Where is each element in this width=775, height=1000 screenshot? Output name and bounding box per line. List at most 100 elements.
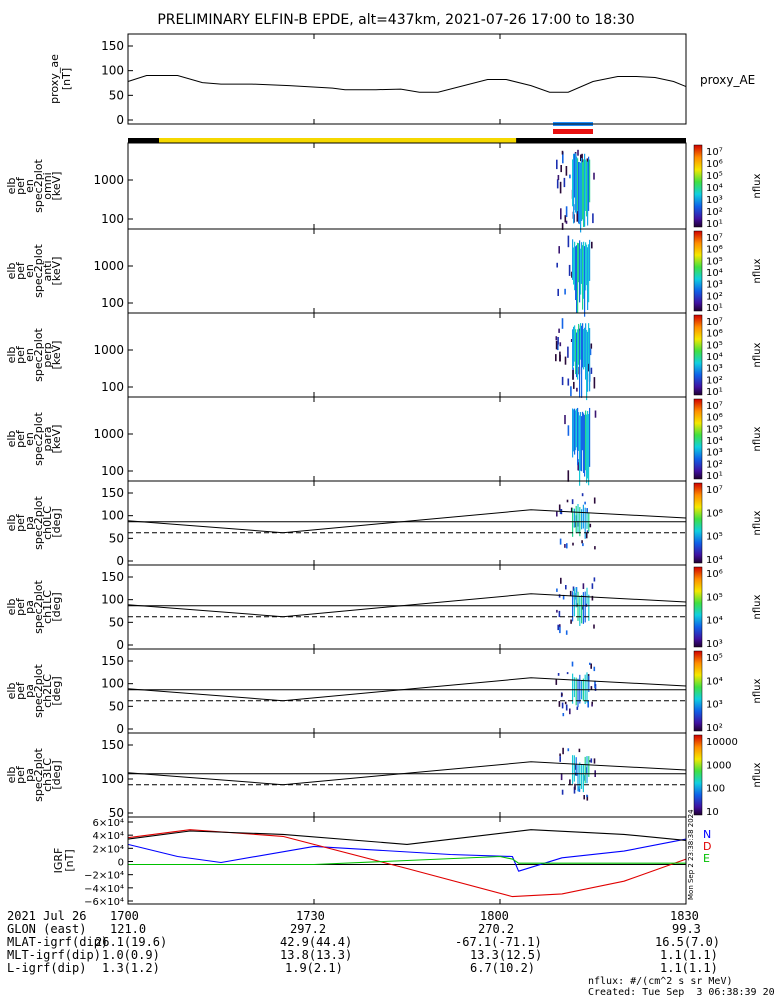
y-axis-label: [nT]: [60, 68, 73, 90]
y-axis-label: elb: [5, 178, 18, 195]
colorbar-tick-label: 10: [706, 807, 719, 818]
y-tick-label: 1000: [93, 427, 124, 441]
spectrogram-core: [586, 672, 588, 703]
colorbar: [693, 650, 703, 732]
colorbar-tick-label: 10³: [706, 280, 723, 291]
colorbar-tick-label: 10⁵: [706, 424, 723, 435]
spectrogram-speck: [565, 220, 568, 224]
spectrogram-speck: [580, 154, 582, 162]
spectrogram-speck: [571, 271, 573, 278]
spectrogram-core: [577, 242, 579, 313]
spectrogram-speck: [594, 546, 596, 550]
spectrogram-core: [582, 504, 584, 529]
spectrogram-speck: [578, 786, 581, 792]
spectrogram-core: [577, 678, 579, 708]
spectrogram-speck: [564, 288, 566, 295]
y-axis-label: pef: [14, 261, 27, 280]
spectrogram-core: [588, 323, 590, 364]
spectrogram-speck: [593, 377, 596, 389]
spectrogram-speck: [555, 354, 557, 362]
spectrogram-core: [583, 329, 585, 370]
spectrogram-speck: [577, 149, 579, 156]
spectrogram-speck: [583, 795, 585, 800]
spectrogram-core: [575, 587, 577, 608]
spectrogram-speck: [593, 624, 595, 629]
y-axis-label: en: [23, 179, 36, 193]
colorbar-tick-label: 10⁵: [706, 340, 723, 351]
spectrogram-core: [574, 153, 576, 198]
y-tick-label: 0: [116, 722, 124, 736]
spectrogram-core: [577, 407, 579, 466]
spectrogram-core: [575, 246, 577, 301]
y-axis-label: spec2plot: [32, 328, 45, 382]
colorbar-tick-label: 100: [706, 784, 725, 795]
spectrogram-core: [577, 591, 579, 621]
spectrogram-speck: [556, 511, 558, 517]
spectrogram-core: [586, 329, 588, 401]
spectrogram-core: [584, 153, 586, 227]
y-axis-label: en: [23, 432, 36, 446]
spectrogram-speck: [591, 583, 594, 589]
colorbar-tick-label: 10²: [706, 723, 723, 734]
spectrogram-core: [582, 764, 584, 793]
igrf-E-line: [128, 855, 686, 866]
spectrogram-speck: [560, 165, 562, 173]
y-axis-label: pef: [14, 176, 27, 195]
y-axis-label: pef: [14, 429, 27, 448]
spectrogram-speck: [559, 181, 562, 194]
colorbar-label: nflux: [752, 258, 763, 283]
panel-frame: [127, 142, 687, 230]
colorbar-tick-label: 10⁵: [706, 532, 723, 543]
line-layer: [127, 75, 687, 898]
colorbar-tick-label: 10⁶: [706, 329, 723, 340]
colorbar-tick-label: 10⁶: [706, 508, 723, 519]
spectrogram-core: [586, 512, 588, 529]
y-tick-label: 1000: [93, 259, 124, 273]
spectrogram-speck: [591, 701, 593, 705]
colorbar-tick-label: 10³: [706, 364, 723, 375]
spectrogram-core: [580, 248, 582, 295]
spectrogram-speck: [560, 773, 563, 781]
spectrogram-speck: [566, 543, 568, 549]
spectrogram-speck: [567, 235, 570, 248]
spectrogram-core: [578, 412, 580, 451]
colorbar-tick-label: 10⁶: [706, 245, 723, 256]
spectrogram-core: [585, 242, 587, 291]
spectrogram-core: [587, 331, 589, 392]
colorbar-tick-label: 10⁴: [706, 616, 723, 627]
spectrogram-core: [584, 507, 586, 539]
spectrogram-speck: [557, 673, 560, 676]
spectrogram-core: [579, 415, 581, 486]
y-axis-label: ch0LC: [41, 506, 54, 540]
spectrogram-speck: [565, 166, 568, 176]
spectrogram-speck: [577, 462, 579, 471]
spectrogram-core: [573, 247, 575, 285]
spectrogram-speck: [571, 499, 574, 505]
y-axis-label: elb: [5, 347, 18, 364]
panel-frame: [127, 648, 687, 734]
colorbar-tick-label: 10¹: [706, 387, 723, 398]
spectrogram-speck: [556, 179, 559, 189]
spectrogram-core: [574, 408, 576, 455]
footer-val-1-3: 99.3: [672, 922, 701, 936]
spectrogram-speck: [558, 246, 560, 254]
spectrogram-speck: [559, 351, 561, 362]
spectrogram-core: [587, 161, 589, 226]
footer-val-2-1: 42.9(44.4): [280, 935, 353, 949]
colorbar-tick-label: 10⁵: [706, 171, 723, 182]
spectrogram-core: [582, 411, 584, 451]
spectrogram-speck: [591, 595, 594, 601]
colorbar-tick-label: 10⁴: [706, 268, 723, 279]
spectrogram-core: [588, 244, 590, 303]
side-timestamp: Mon Sep 2 23:38:38 2024: [687, 809, 695, 900]
spectrogram-core: [573, 409, 575, 452]
spectrogram-speck: [591, 704, 593, 707]
spectrogram-speck: [567, 346, 569, 358]
spectrogram-core: [581, 416, 583, 472]
spectrogram-speck: [560, 577, 562, 584]
footer-val-4-2: 6.7(10.2): [470, 961, 536, 975]
spectrogram-core: [581, 764, 583, 789]
spectrogram-speck: [573, 786, 576, 794]
plot-title: PRELIMINARY ELFIN-B EPDE, alt=437km, 202…: [157, 12, 634, 28]
colorbar-label: nflux: [752, 594, 763, 619]
